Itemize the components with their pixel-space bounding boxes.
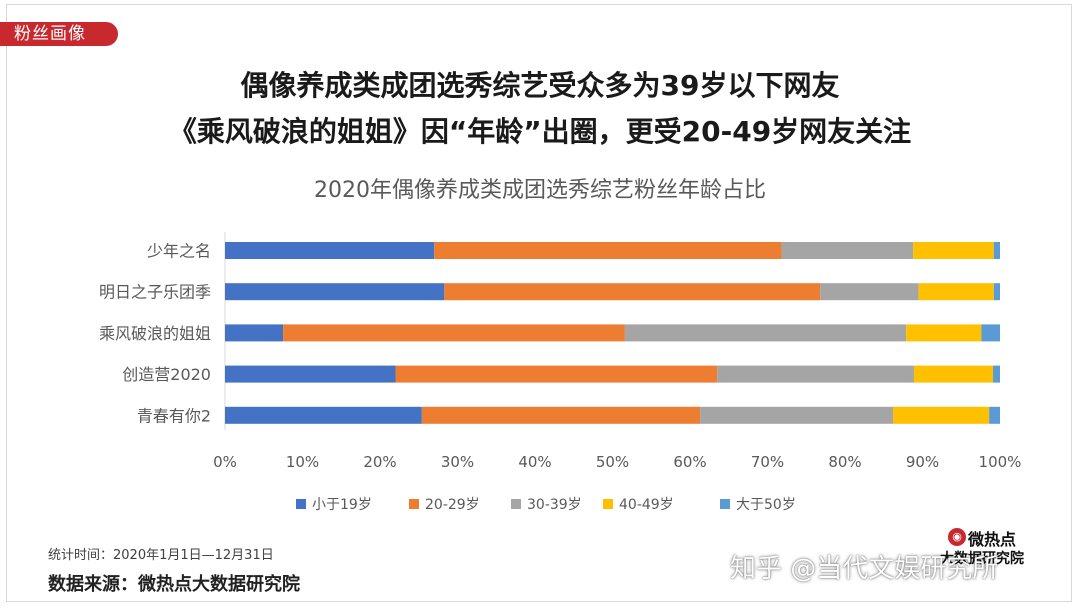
weibo-eye-icon: ◉	[948, 528, 966, 546]
legend-swatch	[720, 499, 730, 509]
legend-label: 20-29岁	[425, 497, 480, 513]
legend-swatch	[409, 499, 419, 509]
legend-swatch	[603, 499, 613, 509]
logo-name: 微热点	[968, 530, 1017, 549]
bar-segment	[434, 242, 782, 259]
bar-segment	[225, 406, 422, 424]
section-tag: 粉丝画像	[0, 22, 118, 46]
category-label: 创造营2020	[122, 365, 211, 384]
bar-segment	[225, 365, 396, 383]
bar-segment	[993, 365, 1000, 383]
bar-segment	[444, 283, 821, 301]
bar-segment	[225, 283, 445, 301]
bar-segment	[820, 283, 919, 301]
stat-period-note: 统计时间：2020年1月1日—12月31日	[48, 548, 274, 563]
x-tick-label: 10%	[286, 453, 319, 471]
x-tick-label: 20%	[363, 453, 396, 471]
legend-label: 40-49岁	[619, 497, 674, 513]
category-label: 明日之子乐团季	[99, 283, 211, 302]
bar-segment	[893, 406, 990, 424]
legend-label: 30-39岁	[527, 497, 582, 513]
x-tick-label: 30%	[441, 453, 474, 471]
x-tick-label: 90%	[906, 453, 939, 471]
category-label: 青春有你2	[137, 406, 211, 425]
bar-segment	[913, 365, 994, 383]
slide-frame	[6, 4, 1072, 602]
bar-segment	[989, 406, 1000, 424]
legend-label: 小于19岁	[312, 497, 372, 513]
bar-segment	[781, 242, 914, 259]
category-label: 少年之名	[147, 242, 211, 261]
chart-title: 2020年偶像养成类成团选秀综艺粉丝年龄占比	[314, 178, 766, 203]
bar-segment	[981, 324, 1000, 342]
x-tick-label: 50%	[596, 453, 629, 471]
bar-segment	[700, 406, 894, 424]
x-tick-label: 80%	[828, 453, 861, 471]
headline-line-1: 偶像养成类成团选秀综艺受众多为39岁以下网友	[240, 69, 840, 102]
legend-swatch	[511, 499, 521, 509]
bar-segment	[395, 365, 718, 383]
zhihu-watermark: 知乎 @当代文娱研究所	[730, 554, 999, 584]
bar-segment	[993, 283, 1000, 301]
headline-line-2: 《乘风破浪的姐姐》因“年龄”出圈，更受20-49岁网友关注	[168, 115, 912, 148]
x-tick-label: 70%	[751, 453, 784, 471]
bar-segment	[283, 324, 625, 342]
x-tick-label: 100%	[979, 453, 1022, 471]
bar-segment	[993, 242, 1000, 259]
data-source: 数据来源：微热点大数据研究院	[48, 574, 300, 595]
logo-subtitle: 大数据研究院	[940, 551, 1024, 567]
bar-segment	[717, 365, 914, 383]
bar-segment	[913, 242, 994, 259]
x-tick-label: 60%	[673, 453, 706, 471]
brand-logo: ◉ 微热点 大数据研究院	[930, 524, 1040, 568]
x-tick-label: 0%	[213, 453, 237, 471]
legend-label: 大于50岁	[736, 497, 796, 513]
legend-swatch	[296, 499, 306, 509]
x-tick-label: 40%	[518, 453, 551, 471]
bar-segment	[421, 406, 701, 424]
bar-segment	[918, 283, 994, 301]
bar-segment	[906, 324, 982, 342]
bar-segment	[624, 324, 907, 342]
bar-segment	[225, 242, 435, 259]
bar-segment	[225, 324, 284, 342]
category-label: 乘风破浪的姐姐	[99, 324, 211, 343]
